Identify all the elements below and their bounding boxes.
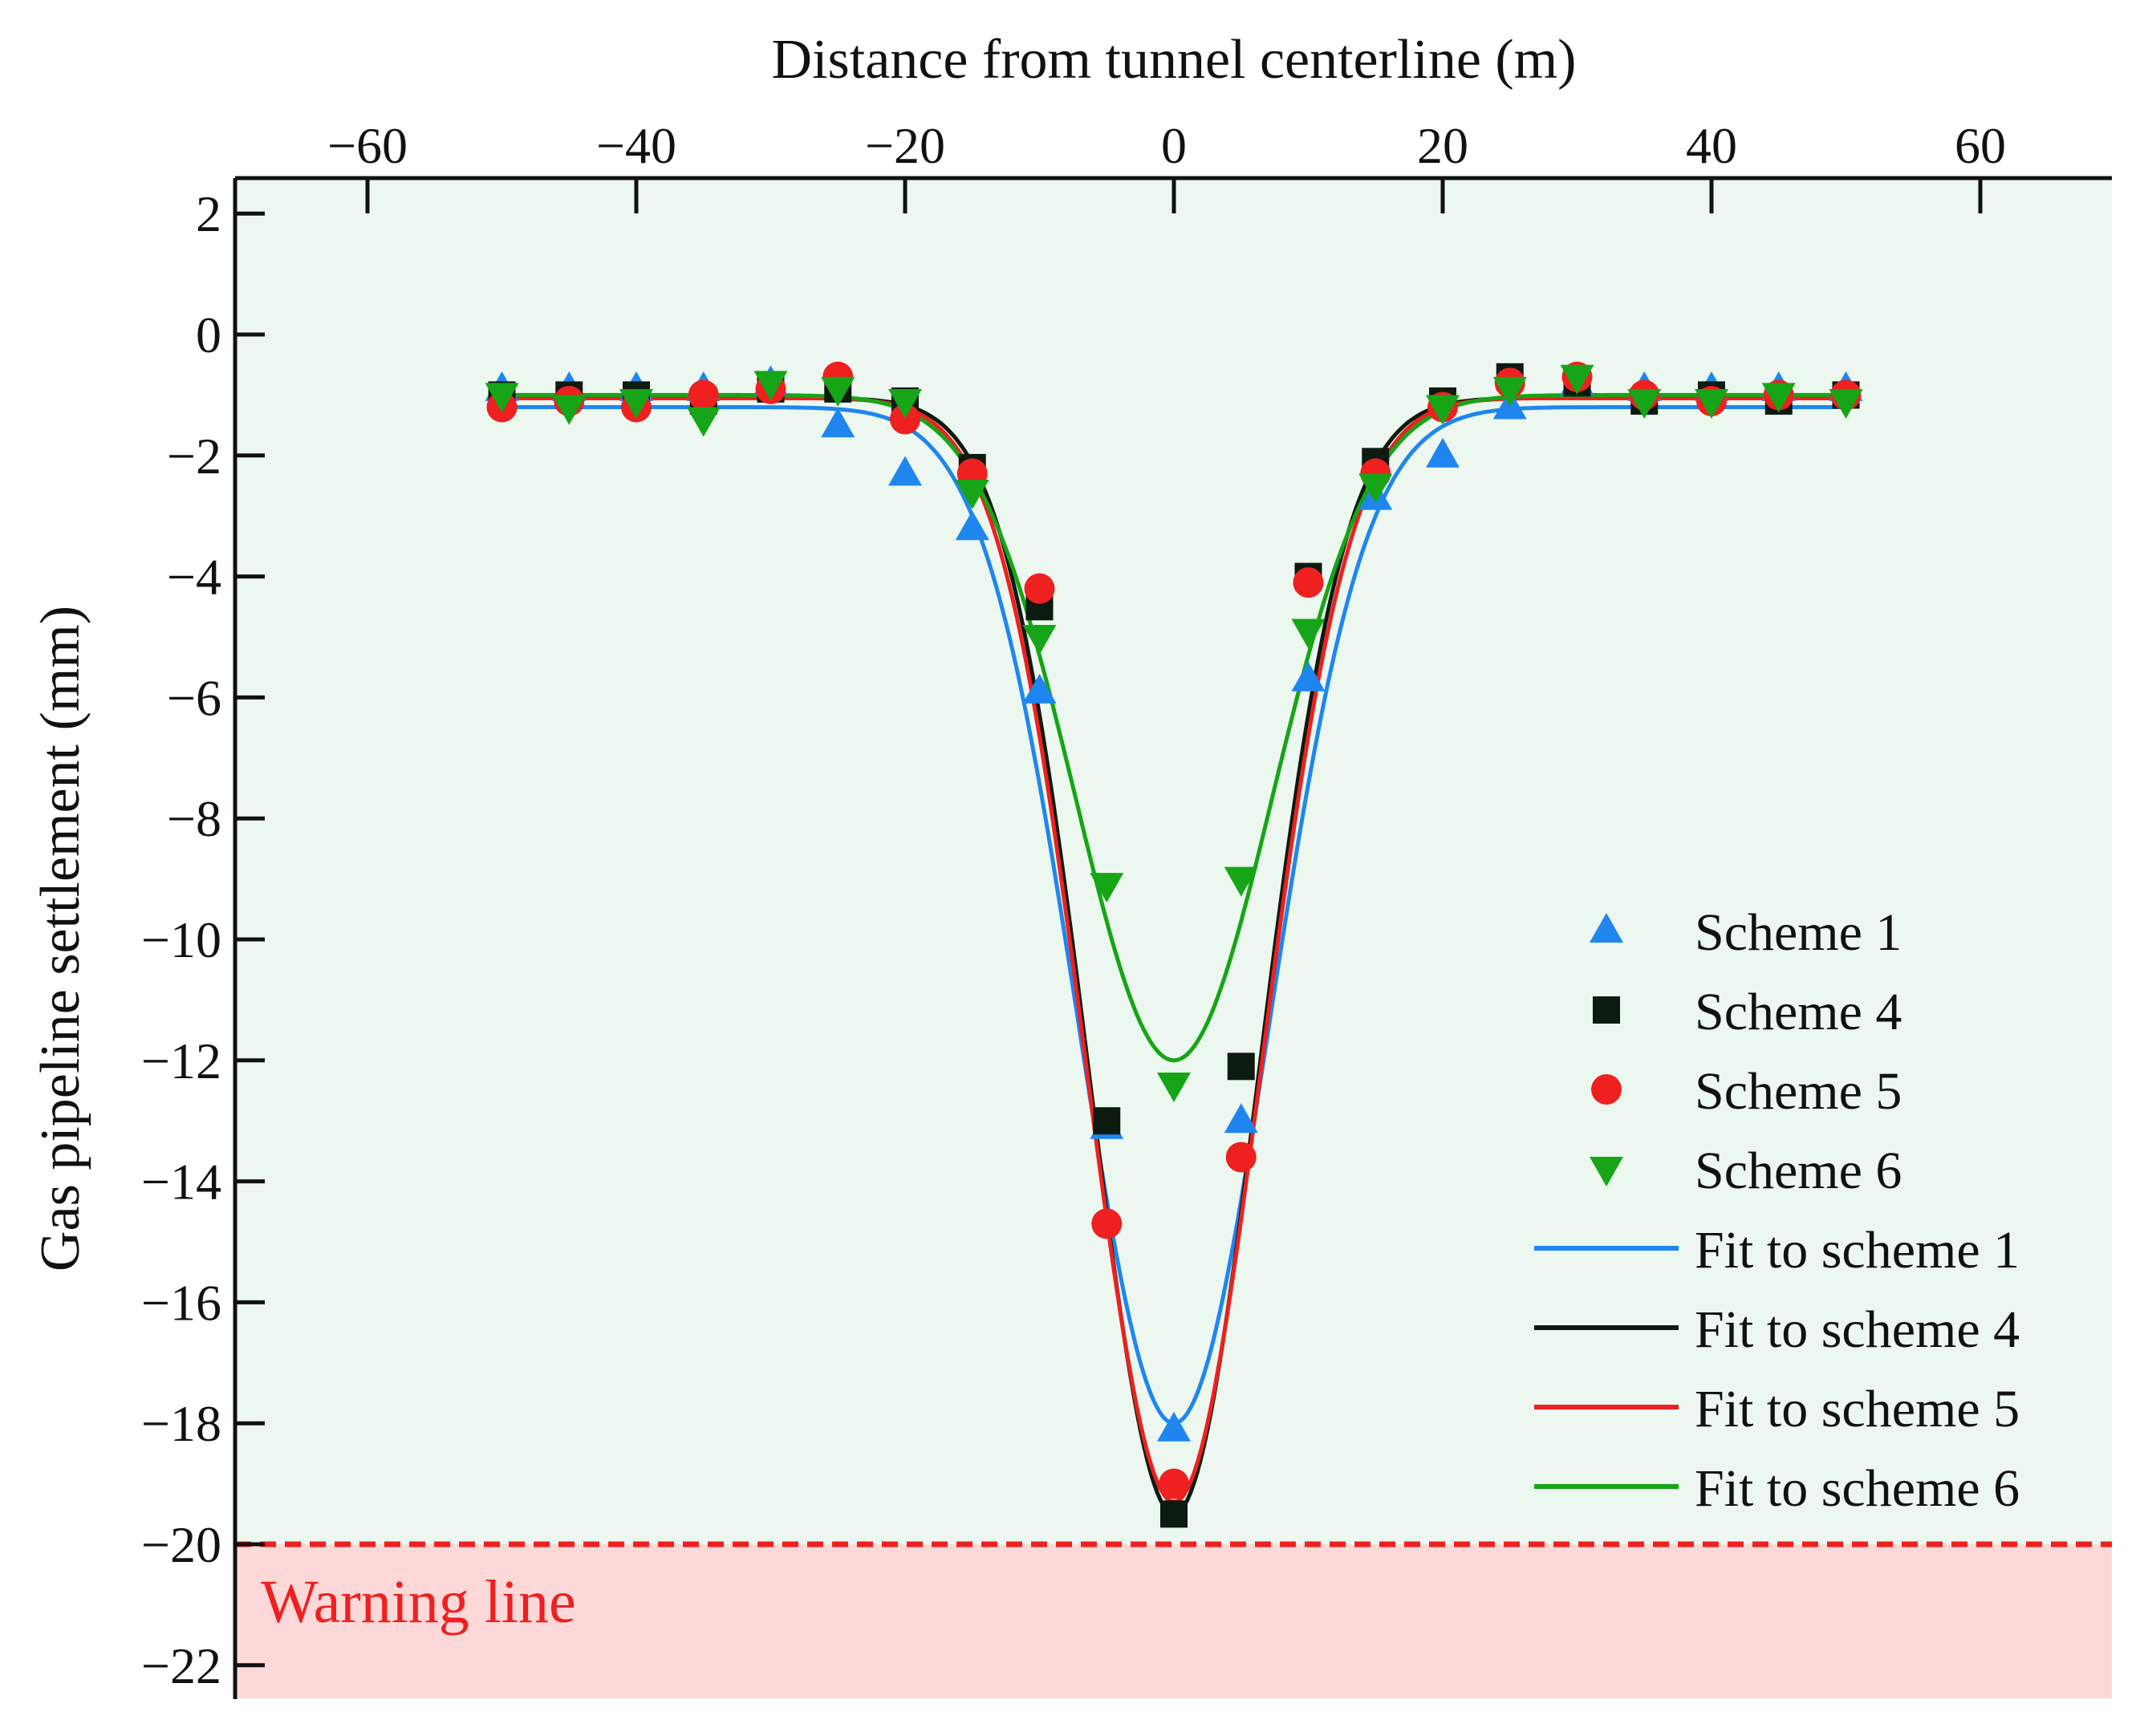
x-tick-label: −40 <box>596 117 676 174</box>
scheme-5-point <box>1091 1208 1123 1239</box>
y-tick-label: −2 <box>167 428 221 485</box>
y-axis-title: Gas pipeline settlement (mm) <box>30 606 91 1272</box>
scheme-1-point <box>1291 661 1326 692</box>
scheme-4-point <box>1227 1053 1255 1081</box>
x-axis-title: Distance from tunnel centerline (m) <box>772 29 1577 91</box>
y-tick-label: −4 <box>167 549 221 606</box>
scheme-6-point <box>1829 388 1863 419</box>
y-tick-label: 2 <box>196 185 221 242</box>
x-axis-ticks: −60 −40 −20 0 20 40 60 <box>327 117 2006 213</box>
y-tick-label: 0 <box>196 306 221 363</box>
scheme-5-point <box>688 379 719 411</box>
legend-label-scheme-5: Scheme 5 <box>1695 1062 1902 1121</box>
scheme-6-point <box>1627 388 1662 419</box>
legend-label-fit-to-scheme-5: Fit to scheme 5 <box>1695 1380 2020 1438</box>
warning-zone-background <box>235 1544 2112 1698</box>
scheme-6-point <box>552 395 587 425</box>
scheme-6-point <box>1761 383 1796 413</box>
scheme-1-point <box>888 456 922 486</box>
x-tick-label: −60 <box>327 117 408 174</box>
warning-line-label: Warning line <box>261 1568 576 1636</box>
scheme-6-point <box>821 376 855 407</box>
scheme-6-point <box>888 388 922 419</box>
y-tick-label: −18 <box>141 1395 221 1452</box>
scheme-4-point <box>1093 1107 1121 1135</box>
scheme-1-point <box>821 408 855 438</box>
legend: Scheme 1 Scheme 4 Scheme 5 Scheme 6 Fit to s… <box>1534 903 2020 1518</box>
legend-marker-scheme-5 <box>1591 1074 1622 1105</box>
scheme-5-point <box>1159 1468 1189 1499</box>
scheme-6-point <box>753 371 788 401</box>
scheme-6-point <box>1291 619 1326 649</box>
legend-marker-scheme-6 <box>1590 1157 1623 1186</box>
y-tick-label: −16 <box>141 1274 221 1331</box>
y-tick-label: −14 <box>141 1154 221 1211</box>
scheme-6-point <box>1022 625 1057 655</box>
scheme-6-point <box>1492 376 1527 407</box>
x-tick-label: 40 <box>1686 117 1737 174</box>
scheme-6-point <box>1358 473 1393 504</box>
legend-label-fit-to-scheme-4: Fit to scheme 4 <box>1695 1300 2020 1359</box>
y-tick-label: −20 <box>141 1516 221 1573</box>
scheme-5-point <box>1225 1142 1257 1173</box>
scheme-1-point <box>1426 437 1460 468</box>
legend-marker-scheme-1 <box>1590 913 1623 943</box>
scheme-6-point <box>1090 873 1124 903</box>
y-axis-ticks: 2 0 −2 −4 −6 −8 −10 −12 −14 −16 −18 −20 −22 <box>141 185 265 1694</box>
scheme-5-point <box>1293 567 1324 598</box>
scheme-6-point <box>1157 1072 1191 1102</box>
scheme-6-point <box>619 388 653 419</box>
y-tick-label: −22 <box>141 1637 221 1694</box>
y-tick-label: −8 <box>167 790 221 847</box>
scheme-6-point <box>485 383 519 413</box>
legend-label-fit-to-scheme-1: Fit to scheme 1 <box>1695 1221 2020 1280</box>
scheme-5-point <box>1024 573 1055 604</box>
scheme-1-point <box>1022 673 1057 704</box>
legend-marker-scheme-4 <box>1593 996 1620 1024</box>
fit-curve-scheme-6 <box>501 392 1846 1063</box>
x-tick-label: −20 <box>865 117 945 174</box>
y-tick-label: −6 <box>167 669 221 726</box>
x-tick-label: 60 <box>1955 117 2006 174</box>
scheme-1-point <box>1157 1411 1191 1442</box>
scheme-1-point <box>1224 1103 1258 1134</box>
legend-label-scheme-6: Scheme 6 <box>1695 1142 1902 1200</box>
scheme-6-point <box>1560 364 1594 395</box>
scheme-6-point <box>1224 866 1258 897</box>
x-tick-label: 20 <box>1417 117 1468 174</box>
scheme-5-point <box>890 404 920 435</box>
scheme-4-point <box>1160 1500 1188 1528</box>
legend-label-scheme-4: Scheme 4 <box>1695 983 1902 1041</box>
scheme-1-point <box>955 510 989 541</box>
data-points <box>485 361 1863 1528</box>
scheme-6-point <box>1426 395 1460 425</box>
scheme-6-point <box>686 407 721 437</box>
legend-label-fit-to-scheme-6: Fit to scheme 6 <box>1695 1459 2020 1518</box>
legend-label-scheme-1: Scheme 1 <box>1695 903 1902 962</box>
y-tick-label: −10 <box>141 911 221 968</box>
x-tick-label: 0 <box>1161 117 1187 174</box>
y-tick-label: −12 <box>141 1032 221 1089</box>
scheme-6-point <box>955 480 989 510</box>
scheme-6-point <box>1695 388 1728 419</box>
